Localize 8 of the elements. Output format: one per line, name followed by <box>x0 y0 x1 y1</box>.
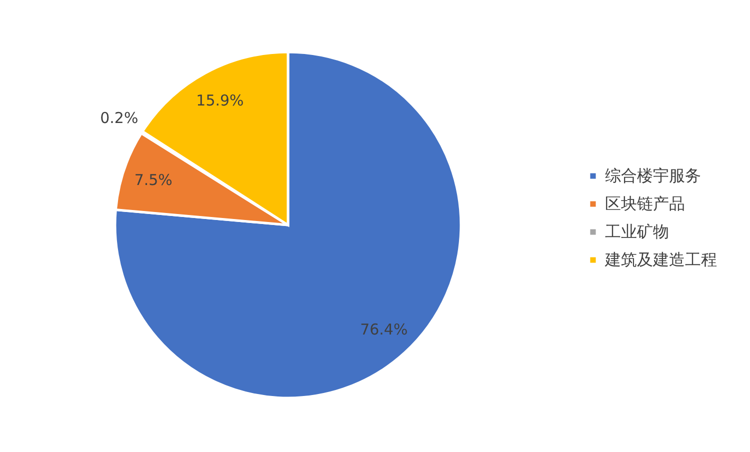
legend-label: 工业矿物 <box>605 222 669 241</box>
data-label: 0.2% <box>100 108 138 127</box>
data-label: 76.4% <box>360 320 408 339</box>
data-label: 15.9% <box>196 91 244 110</box>
data-label: 7.5% <box>134 170 172 189</box>
legend-label: 建筑及建造工程 <box>604 250 717 269</box>
legend-label: 综合楼宇服务 <box>605 166 701 185</box>
legend-label: 区块链产品 <box>605 194 685 213</box>
